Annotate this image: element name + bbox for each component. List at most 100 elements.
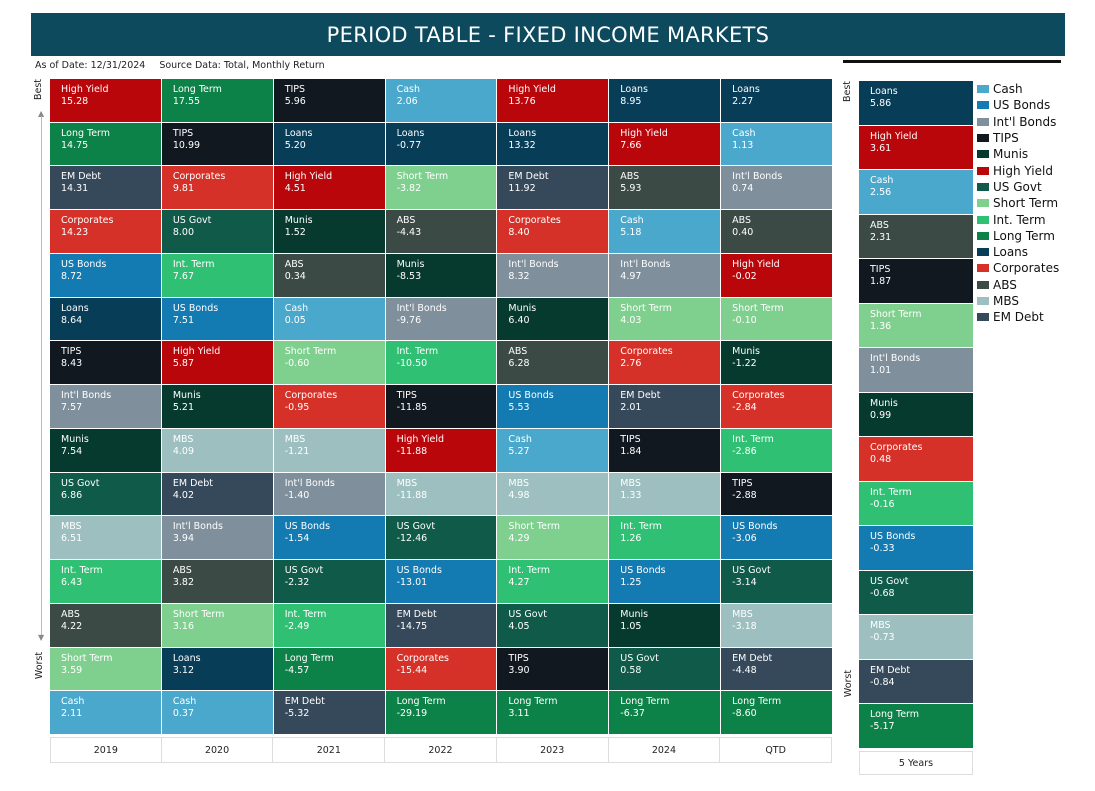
cell-5y-int-l-bonds: Int'l Bonds 1.01 — [859, 348, 973, 392]
cell-value: 10.99 — [172, 139, 201, 151]
period-label-2020: 2020 — [162, 738, 274, 762]
as-of-info: As of Date: 12/31/2024 Source Data: Total… — [35, 60, 339, 71]
cell-2024-tips: TIPS 1.84 — [609, 428, 721, 472]
cell-name: Long Term — [396, 696, 446, 708]
cell-2021-tips: TIPS 5.96 — [273, 79, 385, 122]
cell-name: Int'l Bonds — [870, 353, 921, 365]
cell-name: Munis — [172, 390, 201, 402]
legend-label: EM Debt — [993, 310, 1044, 325]
cell-value: -12.46 — [396, 533, 428, 545]
legend-item-cash: Cash — [977, 81, 1087, 97]
cell-2024-high-yield: High Yield 7.66 — [609, 122, 721, 166]
cell-name: US Govt — [870, 575, 909, 587]
cell-name: Munis — [732, 346, 760, 358]
cell-name: EM Debt — [284, 696, 325, 708]
axis-line — [41, 116, 42, 636]
cell-value: 0.99 — [870, 409, 892, 421]
cell-name: Int. Term — [396, 346, 439, 358]
cell-name: TIPS — [396, 390, 417, 402]
cell-name: US Govt — [284, 565, 324, 577]
cell-2020-loans: Loans 3.12 — [161, 647, 273, 691]
cell-value: -2.86 — [732, 445, 757, 457]
cell-value: 11.92 — [508, 183, 536, 195]
cell-2020-corporates: Corporates 9.81 — [161, 166, 273, 210]
legend-swatch — [977, 297, 989, 305]
cell-value: 8.32 — [508, 270, 530, 282]
cell-name: ABS — [172, 565, 192, 577]
cell-2023-us-govt: US Govt 4.05 — [497, 603, 609, 647]
cell-value: 1.25 — [620, 577, 642, 589]
cell-value: 8.00 — [172, 227, 194, 239]
cell-value: -4.43 — [396, 227, 422, 239]
legend-label: Short Term — [993, 196, 1059, 211]
chart-title: PERIOD TABLE - FIXED INCOME MARKETS — [31, 13, 1065, 56]
cell-name: EM Debt — [870, 664, 911, 676]
cell-value: 7.51 — [172, 314, 194, 326]
cell-2019-us-bonds: US Bonds 8.72 — [50, 253, 161, 297]
cell-5y-high-yield: High Yield 3.61 — [859, 125, 973, 170]
cell-2021-long-term: Long Term -4.57 — [273, 647, 385, 691]
cell-value: 3.61 — [870, 142, 892, 154]
period-label-2023: 2023 — [497, 738, 609, 762]
legend-item-tips: TIPS — [977, 130, 1087, 146]
cell-value: 1.01 — [870, 365, 892, 377]
cell-2024-corporates: Corporates 2.76 — [609, 341, 721, 385]
cell-value: 0.37 — [172, 708, 194, 720]
cell-2023-int-term: Int. Term 4.27 — [497, 560, 609, 603]
legend-swatch — [977, 231, 989, 240]
cell-name: US Govt — [172, 215, 212, 227]
cell-qtd-high-yield: High Yield -0.02 — [721, 253, 832, 297]
cell-value: 1.52 — [284, 227, 306, 239]
cell-name: Short Term — [396, 171, 449, 183]
cell-value: 6.28 — [508, 358, 530, 370]
legend-item-loans: Loans — [977, 244, 1087, 260]
five-year-label: 5 Years — [859, 751, 973, 775]
cell-2022-long-term: Long Term -29.19 — [385, 691, 497, 734]
cell-2019-tips: TIPS 8.43 — [50, 341, 161, 385]
cell-name: TIPS — [61, 346, 82, 358]
cell-value: 13.76 — [508, 96, 536, 107]
cell-value: 2.06 — [396, 96, 418, 107]
cell-value: -3.06 — [732, 533, 757, 545]
legend-item-long-term: Long Term — [977, 228, 1087, 244]
cell-qtd-em-debt: EM Debt -4.48 — [721, 647, 832, 691]
cell-2021-int-l-bonds: Int'l Bonds -1.40 — [273, 472, 385, 516]
cell-value: 2.31 — [870, 231, 892, 243]
cell-5y-cash: Cash 2.56 — [859, 170, 973, 214]
cell-5y-abs: ABS 2.31 — [859, 214, 973, 259]
cell-name: US Bonds — [284, 521, 331, 533]
cell-name: Int'l Bonds — [396, 302, 447, 314]
legend-swatch — [977, 248, 989, 257]
legend-swatch — [977, 199, 989, 208]
cell-value: 0.48 — [870, 454, 892, 466]
cell-name: High Yield — [870, 130, 918, 142]
cell-value: 9.81 — [172, 183, 194, 195]
legend-swatch — [977, 280, 989, 289]
cell-value: -5.32 — [284, 708, 310, 720]
cell-2020-cash: Cash 0.37 — [161, 691, 273, 734]
cell-2024-loans: Loans 8.95 — [609, 79, 721, 122]
cell-name: Loans — [61, 302, 89, 314]
cell-2024-us-bonds: US Bonds 1.25 — [609, 560, 721, 603]
cell-value: 5.27 — [508, 445, 530, 457]
cell-2019-abs: ABS 4.22 — [50, 603, 161, 647]
cell-value: 7.54 — [61, 445, 83, 457]
cell-2024-int-l-bonds: Int'l Bonds 4.97 — [609, 253, 721, 297]
source-data: Source Data: Total, Monthly Return — [159, 60, 325, 71]
cell-name: Cash — [172, 696, 197, 708]
cell-2022-munis: Munis -8.53 — [385, 253, 497, 297]
cell-2022-us-govt: US Govt -12.46 — [385, 516, 497, 560]
title-underline — [843, 60, 1061, 63]
cell-value: 4.09 — [172, 445, 194, 457]
cell-2021-us-bonds: US Bonds -1.54 — [273, 516, 385, 560]
legend-swatch — [977, 101, 989, 110]
legend-label: Loans — [993, 245, 1029, 260]
cell-value: 5.93 — [620, 183, 642, 195]
cell-value: 15.28 — [61, 96, 89, 107]
cell-5y-tips: TIPS 1.87 — [859, 259, 973, 303]
cell-2019-short-term: Short Term 3.59 — [50, 647, 161, 691]
cell-value: 2.11 — [61, 708, 83, 720]
cell-value: 1.13 — [732, 139, 754, 151]
cell-2022-high-yield: High Yield -11.88 — [385, 428, 497, 472]
axis-best-label: Best — [33, 78, 45, 101]
